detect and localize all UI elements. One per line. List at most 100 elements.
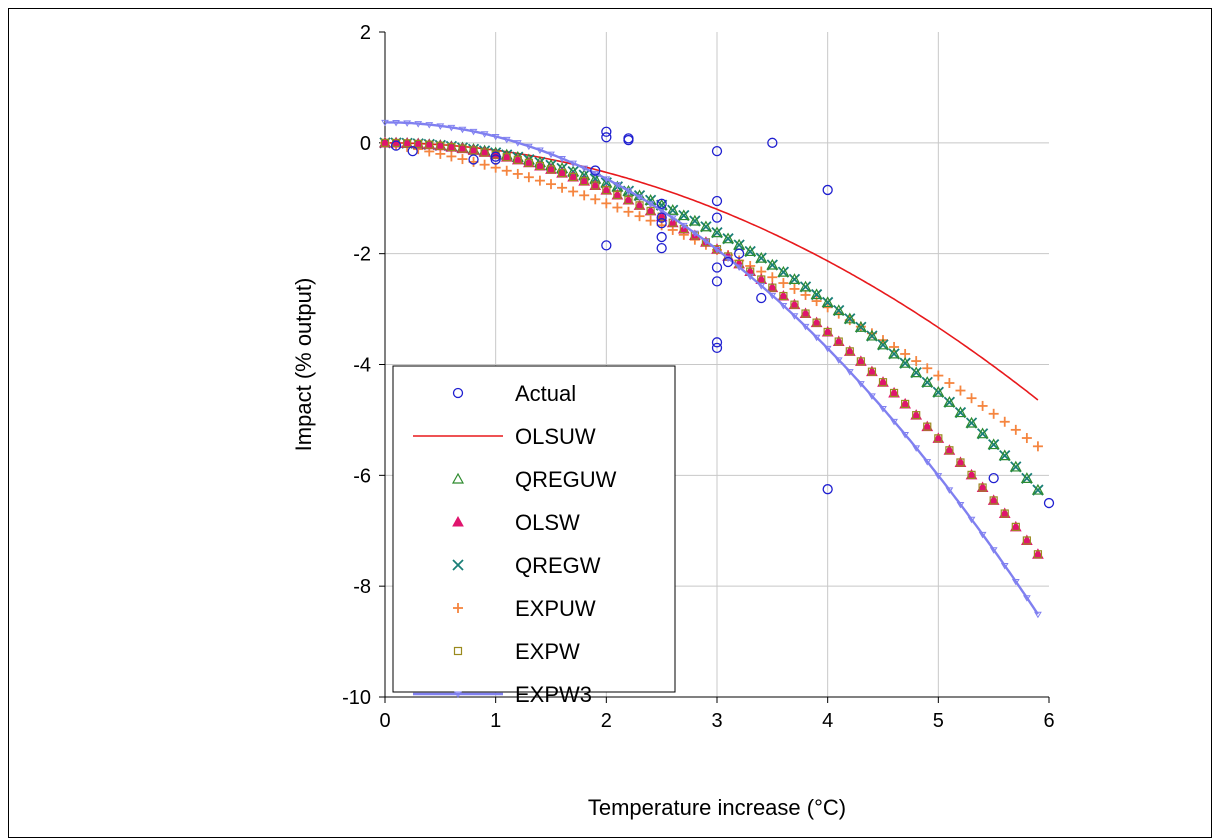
marker-qregw [733, 239, 745, 251]
x-axis-title: Temperature increase (°C) [588, 795, 846, 820]
marker-expw3 [624, 188, 633, 195]
point-actual [656, 212, 667, 223]
marker-expuw [479, 159, 490, 170]
marker-expw [978, 483, 987, 492]
legend-item-expw3: EXPW3 [413, 682, 592, 707]
marker-expw3 [469, 128, 478, 136]
x-marker-stroke [744, 245, 756, 258]
marker-expuw [534, 175, 545, 186]
point-actual [756, 292, 767, 304]
marker-qreguw [943, 396, 956, 407]
point-actual [590, 165, 601, 176]
point-actual [822, 484, 833, 495]
legend-label-expw: EXPW [515, 639, 580, 664]
marker-expw [635, 201, 644, 210]
marker-expw [502, 153, 511, 162]
x-marker-stroke [788, 273, 801, 286]
marker-expw3 [735, 264, 744, 272]
marker-qregw [777, 266, 790, 278]
x-marker-stroke [965, 417, 978, 429]
point-actual [822, 184, 833, 196]
marker-expw3 [890, 418, 898, 426]
marker-expuw [512, 168, 523, 179]
legend-marker-olsw [452, 515, 464, 527]
marker-qreguw [688, 214, 701, 226]
marker-qregw [999, 450, 1011, 462]
x-marker-stroke [833, 304, 845, 317]
marker-expw3 [868, 393, 876, 400]
marker-qregw [755, 252, 767, 264]
marker-expw3 [856, 381, 865, 388]
marker-qreguw [932, 385, 945, 397]
point-actual [711, 145, 723, 157]
x-marker-stroke [844, 313, 856, 325]
marker-expuw [1032, 441, 1043, 452]
marker-qreguw [666, 204, 679, 215]
legend-label-qreguw: QREGUW [515, 467, 617, 492]
x-marker-stroke [855, 321, 867, 333]
legend-label-actual: Actual [515, 381, 576, 406]
marker-qregw [822, 296, 834, 309]
x-marker-stroke [954, 406, 967, 419]
marker-qreguw [843, 312, 856, 324]
marker-expuw [822, 302, 833, 313]
marker-qreguw [821, 296, 834, 308]
y-tick-label: 0 [360, 133, 371, 155]
marker-expw [768, 283, 777, 292]
marker-expw [436, 141, 445, 150]
marker-qregw [711, 226, 723, 239]
marker-expuw [778, 278, 789, 289]
marker-expuw [1010, 424, 1021, 435]
marker-expw3 [713, 247, 721, 254]
point-actual [390, 140, 402, 151]
marker-expw3 [536, 147, 544, 154]
point-actual [623, 133, 634, 144]
marker-qregw [921, 376, 933, 388]
marker-expw3 [978, 531, 987, 539]
x-marker-stroke [799, 281, 812, 293]
legend-marker-expw [453, 646, 463, 656]
marker-expw3 [602, 176, 611, 183]
marker-qregw [810, 288, 823, 301]
marker-qregw [799, 281, 812, 293]
marker-expw3 [524, 143, 533, 151]
marker-expuw [457, 154, 468, 165]
marker-qregw [744, 245, 756, 258]
marker-expw3 [967, 516, 976, 524]
x-marker-stroke [1032, 484, 1044, 496]
x-marker-stroke [921, 376, 933, 388]
legend: Actual OLSUW QREGUW OLSW QREGW EXPUW EXPW EXPW3 [392, 365, 676, 707]
marker-qreguw [766, 258, 779, 270]
marker-expw [613, 190, 622, 200]
marker-expw [447, 142, 456, 152]
marker-expw3 [1000, 562, 1009, 570]
marker-expw3 [558, 156, 566, 163]
marker-expuw [590, 194, 601, 205]
marker-qregw [888, 348, 900, 360]
marker-qregw [667, 204, 679, 216]
marker-expw [591, 181, 600, 190]
marker-expuw [944, 378, 955, 389]
marker-expw3 [646, 201, 655, 208]
marker-expw [757, 275, 766, 284]
marker-qregw [678, 209, 690, 222]
marker-qreguw [987, 438, 1000, 450]
marker-expw3 [1034, 611, 1042, 619]
marker-expw [834, 337, 843, 346]
marker-expw3 [1011, 578, 1020, 586]
marker-expw3 [901, 431, 910, 439]
marker-expw3 [845, 369, 854, 376]
x-marker-stroke [943, 396, 956, 408]
marker-expw [823, 327, 832, 337]
marker-expw3 [491, 133, 500, 141]
x-marker-stroke [755, 252, 767, 264]
marker-expw [480, 148, 489, 157]
marker-expw3 [746, 273, 755, 281]
marker-expw3 [989, 547, 998, 554]
marker-expuw [501, 165, 512, 176]
marker-qreguw [777, 265, 790, 277]
y-tick-label: 2 [360, 22, 371, 44]
marker-expw3 [812, 334, 821, 342]
y-tick-label: -4 [353, 355, 371, 377]
x-marker-stroke [1021, 472, 1033, 485]
